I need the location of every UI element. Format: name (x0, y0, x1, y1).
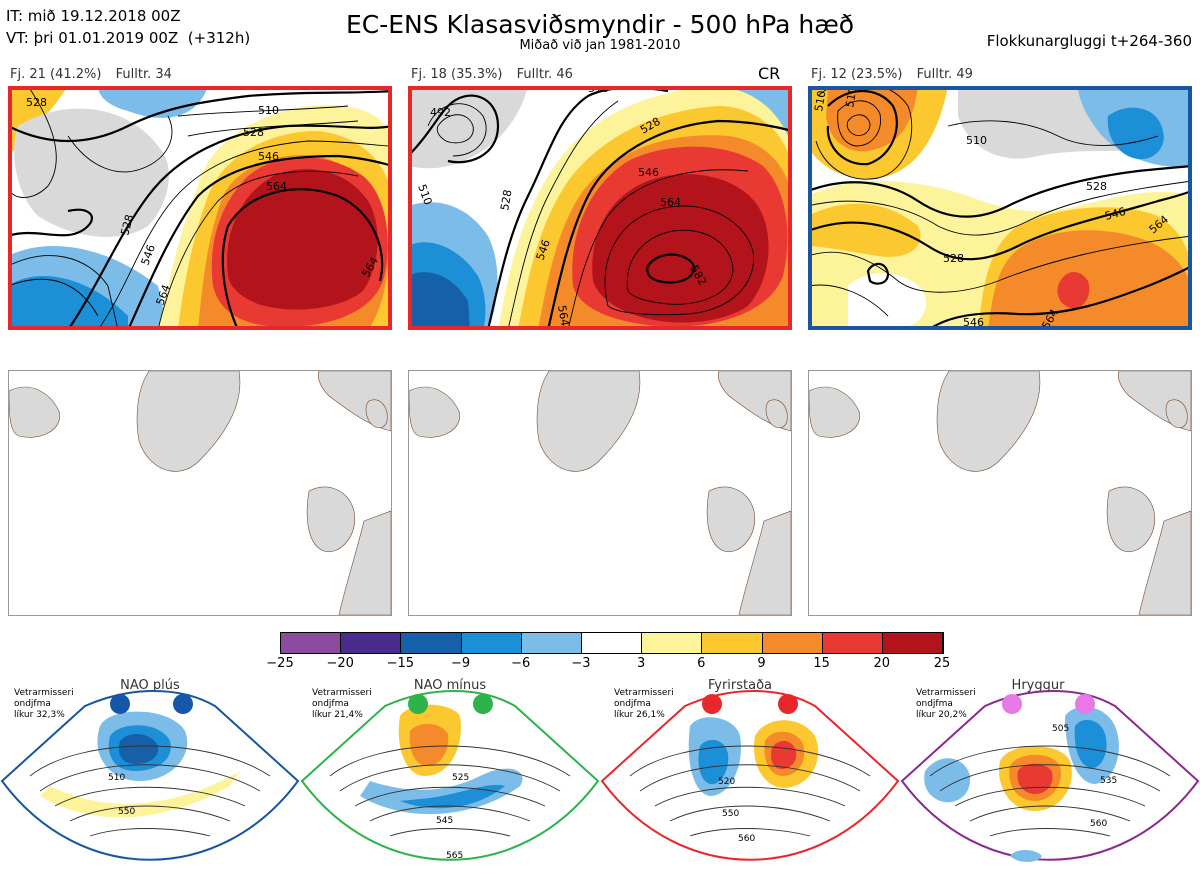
cluster-2-contour-label: 492 (430, 106, 451, 119)
regime-2-note: Vetrarmisseri ondjfma líkur 21,4% (312, 688, 372, 720)
cluster-2-contour-label: 528 (498, 189, 514, 212)
cluster-2-contour-label: 510 (588, 86, 609, 95)
cluster-1-label: Fj. 21 (41.2%) Fulltr. 34 (10, 67, 182, 82)
cluster-1-contour-label: 528 (243, 126, 264, 139)
cluster-1-contour-label: 528 (118, 213, 136, 237)
regime-3-note: Vetrarmisseri ondjfma líkur 26,1% (614, 688, 674, 720)
cluster-3-contour-label: 510 (966, 134, 987, 147)
colorbar-tick-label: −15 (386, 656, 415, 671)
colorbar-tick-label: 3 (636, 656, 646, 671)
colorbar-tick-label: 6 (697, 656, 706, 671)
regime-4-contour-label: 505 (1052, 724, 1069, 734)
colorbar-swatch (401, 633, 462, 653)
regime-nao-minus: Vetrarmisseri ondjfma líkur 21,4% NAO mínu… (300, 676, 600, 871)
cluster-3-fulltr: Fulltr. 49 (916, 67, 973, 82)
colorbar-tick-label: 25 (933, 656, 951, 671)
cluster-2-fulltr: Fulltr. 46 (516, 67, 573, 82)
regime-4-title: Hryggur (1011, 678, 1065, 693)
initial-time: IT: mið 19.12.2018 00Z (6, 7, 181, 25)
regime-1-title: NAO plús (120, 678, 180, 693)
cluster-2-contour-label: 564 (555, 304, 571, 327)
cluster-1-contour-label: 528 (26, 96, 47, 109)
regime-2-contour-label: 565 (446, 851, 463, 861)
cluster-3-label: Fj. 12 (23.5%) Fulltr. 49 (811, 67, 983, 82)
cluster-1-fj: Fj. 21 (41.2%) (10, 67, 102, 82)
colorbar-tick-label: −3 (571, 656, 591, 671)
colorbar-tick-label: 20 (873, 656, 891, 671)
colorbar-tick-label: −25 (266, 656, 294, 671)
regime-1-contour-label: 510 (108, 773, 125, 783)
colorbar-swatch (521, 633, 582, 653)
regime-3-contour-label: 550 (722, 809, 739, 819)
colorbar-swatch (882, 633, 944, 653)
colorbar-swatch (461, 633, 522, 653)
cluster-3-fj: Fj. 12 (23.5%) (811, 67, 903, 82)
cluster-3-map: 510 510 510 528 546 564 528 546 564 (808, 86, 1192, 330)
cluster-2-tag: CR (758, 64, 781, 83)
cluster-1-contour-label: 564 (266, 180, 287, 193)
colorbar-swatch (341, 633, 402, 653)
colorbar-tick-label: 15 (813, 656, 830, 671)
colorbar-swatch (702, 633, 763, 653)
colorbar-swatch (281, 633, 342, 653)
base-map-1 (8, 370, 392, 616)
cluster-2-contour-label: 564 (660, 196, 681, 209)
cluster-3-contour-label: 546 (1103, 205, 1127, 223)
cluster-2-map: 510 492 528 528 546 564 546 582 510 564 (408, 86, 792, 330)
colorbar-swatch (581, 633, 643, 653)
cluster-3-contour-label: 528 (1086, 180, 1107, 193)
regime-2-contour-label: 525 (452, 773, 469, 783)
cluster-1-contour-label: 510 (258, 104, 279, 117)
cluster-3-contour-label: 528 (943, 252, 964, 265)
valid-time: VT: þri 01.01.2019 00Z (+312h) (6, 29, 251, 47)
cluster-1-contour-label: 546 (258, 150, 279, 163)
colorbar-swatch (822, 633, 883, 653)
regime-3-contour-label: 560 (738, 834, 755, 844)
regime-1-note: Vetrarmisseri ondjfma líkur 32,3% (14, 688, 74, 720)
colorbar-tick-label: −6 (511, 656, 531, 671)
run-info: IT: mið 19.12.2018 00Z VT: þri 01.01.201… (6, 5, 250, 49)
cluster-1-map: 528 510 528 546 564 528 546 564 564 (8, 86, 392, 330)
regime-4-note: Vetrarmisseri ondjfma líkur 20,2% (916, 688, 976, 720)
classification-window: Flokkunargluggi t+264-360 (986, 32, 1192, 50)
cluster-3-contour-label: 510 (812, 90, 828, 113)
colorbar-tick-label: −9 (450, 656, 471, 671)
regime-1-contour-label: 550 (118, 807, 135, 817)
regime-nao-plus: Vetrarmisseri ondjfma líkur 32,3% NAO plús… (0, 676, 300, 871)
colorbar-tick-label: −20 (326, 656, 354, 671)
base-map-2 (408, 370, 792, 616)
page-subtitle: Miðað við jan 1981-2010 (519, 38, 681, 53)
colorbar-swatch (642, 633, 703, 653)
cluster-2-contour-label: 546 (638, 166, 659, 179)
colorbar (280, 632, 944, 654)
base-map-3 (808, 370, 1192, 616)
cluster-3-contour-label: 546 (963, 316, 984, 329)
regime-3-contour-label: 520 (718, 777, 735, 787)
regime-4-contour-label: 535 (1100, 776, 1117, 786)
cluster-1-fulltr: Fulltr. 34 (115, 67, 172, 82)
cluster-3-contour-label: 510 (843, 86, 859, 109)
regime-2-title: NAO mínus (413, 678, 487, 693)
regime-4-contour-label: 560 (1090, 819, 1107, 829)
regime-blocking: Vetrarmisseri ondjfma líkur 26,1% Fyrirsta… (600, 676, 900, 871)
regime-ridge: Vetrarmisseri ondjfma líkur 20,2% Hryggur … (900, 676, 1200, 871)
colorbar-ticks: −25 −20 −15 −9 −6 −3 3 6 9 15 20 25 (266, 656, 950, 674)
colorbar-tick-label: 9 (757, 656, 766, 671)
regime-3-title: Fyrirstaða (707, 678, 773, 693)
cluster-2-fj: Fj. 18 (35.3%) (411, 67, 503, 82)
regime-2-contour-label: 545 (436, 816, 453, 826)
colorbar-swatch (762, 633, 823, 653)
page-title: EC-ENS Klasasviðsmyndir - 500 hPa hæð (345, 10, 855, 39)
cluster-2-label: Fj. 18 (35.3%) Fulltr. 46 (411, 67, 583, 82)
